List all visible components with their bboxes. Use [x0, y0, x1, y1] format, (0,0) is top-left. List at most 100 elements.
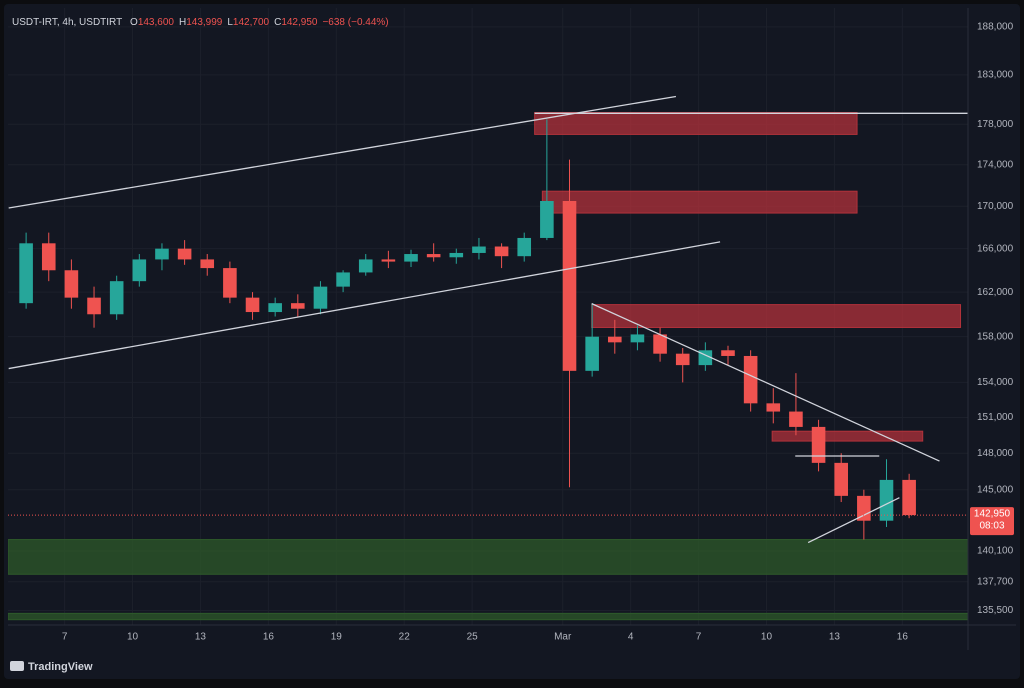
candle-body [245, 297, 260, 313]
logo-text: TradingView [28, 661, 93, 673]
candle-body [721, 350, 735, 356]
ohlc-key: H [179, 17, 186, 28]
last-price-label: 142,950 [974, 509, 1011, 520]
ohlc-key: L [227, 17, 233, 28]
zones [8, 111, 968, 621]
candle-body [630, 334, 645, 343]
y-tick-label: 183,000 [977, 70, 1014, 81]
candle-body [313, 286, 328, 309]
candle-body [789, 411, 803, 427]
candles [19, 119, 916, 540]
candle-body [223, 268, 237, 298]
ohlc-value: 143,600 [138, 17, 175, 28]
y-tick-label: 170,000 [977, 201, 1014, 212]
x-tick-label: 25 [467, 632, 479, 643]
candle-body [404, 254, 418, 262]
x-tick-label: 22 [399, 632, 411, 643]
y-tick-label: 178,000 [977, 119, 1014, 130]
candle-body [494, 246, 509, 257]
zone [541, 190, 858, 214]
y-tick-label: 148,000 [977, 448, 1014, 459]
ohlc-value: 143,999 [186, 17, 223, 28]
trend-lines [8, 95, 968, 544]
x-tick-label: 10 [127, 632, 139, 643]
candle-body [177, 248, 192, 260]
zone [8, 539, 968, 575]
candle-body [381, 259, 396, 262]
x-tick-label: 7 [62, 632, 68, 643]
candle-body [902, 479, 916, 516]
y-tick-label: 158,000 [977, 331, 1014, 342]
y-tick-label: 140,100 [977, 546, 1014, 557]
candle-body [358, 259, 373, 273]
candle-body [449, 252, 464, 258]
zone [534, 111, 858, 135]
candle-body [472, 246, 486, 253]
x-tick-label: 16 [897, 632, 909, 643]
candle-body [132, 259, 147, 282]
candle-body [857, 495, 871, 521]
legend-header: USDT-IRT, 4h, USDTIRT O143,600 H143,999 L14… [12, 17, 389, 28]
candle-body [336, 272, 350, 287]
x-tick-label: 13 [195, 632, 207, 643]
y-tick-label: 162,000 [977, 287, 1014, 298]
trend-line [591, 303, 940, 462]
y-tick-label: 174,000 [977, 159, 1014, 170]
x-tick-label: 19 [331, 632, 343, 643]
candle-body [653, 334, 667, 354]
zone [591, 304, 962, 328]
countdown-label: 08:03 [979, 521, 1004, 532]
candle-body [268, 303, 282, 313]
candle-body [585, 336, 599, 371]
candle-body [540, 200, 554, 238]
y-tick-label: 151,000 [977, 412, 1014, 423]
x-tick-label: 16 [263, 632, 275, 643]
candle-body [109, 281, 124, 315]
y-tick-label: 135,500 [977, 605, 1014, 616]
ohlc-key: O [130, 17, 138, 28]
y-tick-label: 166,000 [977, 243, 1014, 254]
candle-body [155, 248, 169, 260]
x-tick-label: 10 [761, 632, 773, 643]
trend-line [807, 497, 900, 544]
candle-body [426, 254, 441, 258]
candle-body [517, 237, 532, 257]
y-tick-label: 145,000 [977, 484, 1014, 495]
candle-body [19, 243, 33, 304]
axes: 188,000 183,000 178,000 174,000 170,000 166,0… [62, 21, 1014, 643]
ohlc-value: 142,950 [281, 17, 318, 28]
candle-body [675, 353, 690, 366]
x-tick-label: 7 [696, 632, 702, 643]
trend-line [8, 241, 721, 370]
candle-body [64, 270, 79, 298]
logo-icon [10, 661, 24, 671]
zone [771, 430, 924, 442]
candle-body [766, 403, 781, 412]
last-price-box [970, 507, 1014, 536]
y-tick-label: 137,700 [977, 576, 1014, 587]
candle-body [879, 479, 894, 521]
ohlc-key: C [274, 17, 281, 28]
change: −638 (−0.44%) [322, 17, 388, 28]
candle-body [200, 259, 215, 269]
candle-body [87, 297, 101, 315]
zone [8, 612, 968, 621]
chart-background [4, 4, 1020, 679]
candle-body [811, 426, 826, 463]
ohlc-value: 142,700 [233, 17, 270, 28]
candle-body [608, 336, 622, 343]
y-tick-label: 188,000 [977, 21, 1014, 32]
trend-line [8, 95, 677, 209]
candle-body [562, 200, 577, 371]
x-tick-label: Mar [554, 632, 572, 643]
candle-body [834, 462, 848, 496]
x-tick-label: 13 [829, 632, 841, 643]
candle-body [291, 303, 305, 309]
x-tick-label: 4 [628, 632, 634, 643]
candle-body [41, 243, 56, 271]
candle-body [743, 355, 758, 404]
y-tick-label: 154,000 [977, 377, 1014, 388]
branding: TradingView [10, 661, 93, 673]
